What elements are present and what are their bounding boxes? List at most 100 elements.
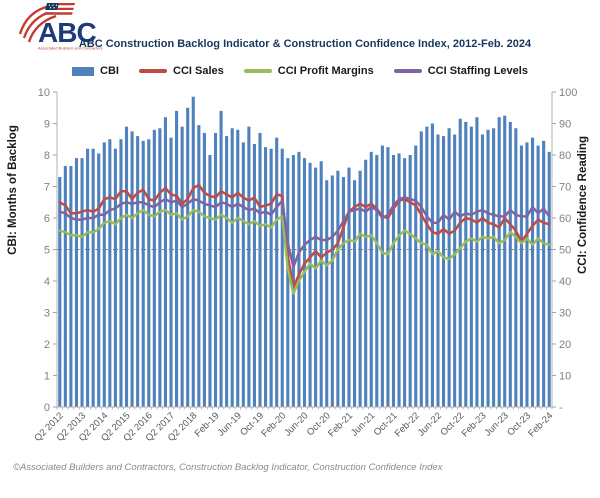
cbi-bar (258, 132, 262, 407)
legend-label: CCI Staffing Levels (427, 65, 528, 77)
cbi-bar (458, 118, 462, 408)
right-tick-label: 80 (559, 150, 571, 162)
left-tick-label: 4 (44, 276, 50, 288)
cbi-bar (536, 145, 540, 408)
cbi-bar (530, 137, 535, 408)
cbi-bar (69, 166, 73, 407)
cbi-bar (275, 137, 279, 408)
x-axis-label: Jun-22 (416, 410, 444, 438)
line-cci-staffing-levels (58, 196, 551, 269)
x-axis-label: Feb-24 (526, 410, 555, 439)
cbi-bar (492, 128, 496, 408)
cbi-bar (314, 167, 318, 407)
legend-item[interactable]: CCI Sales (139, 65, 224, 77)
right-tick-label: 90 (559, 118, 571, 130)
left-axis-title: CBI: Months of Backlog (7, 125, 19, 255)
cbi-bar (102, 142, 106, 407)
cbi-bar (508, 121, 512, 408)
logo-tagline: Associated Builders and Contractors (38, 46, 103, 51)
cbi-bar (319, 161, 323, 407)
cbi-bar (136, 136, 140, 407)
line-cci-sales (58, 183, 551, 289)
cbi-bar (486, 129, 490, 408)
legend: CBI CCI Sales CCI Profit Margins CCI Staffi… (0, 61, 600, 81)
cbi-bar (436, 134, 440, 407)
cbi-bar (208, 155, 212, 407)
cbi-bar (386, 147, 390, 408)
cbi-bar (353, 180, 357, 407)
x-axis-label: Jun-20 (282, 410, 310, 438)
cbi-bar (519, 145, 523, 408)
line-cci-profit-margins (58, 208, 551, 295)
right-tick-label: 60 (559, 213, 571, 225)
cbi-bar (358, 170, 362, 407)
legend-swatch-bar (72, 66, 95, 76)
cbi-bar (163, 117, 168, 407)
legend-item[interactable]: CCI Staffing Levels (393, 65, 528, 77)
cbi-bar (302, 158, 307, 407)
legend-label: CCI Profit Margins (277, 65, 374, 77)
cbi-bar (191, 96, 195, 407)
cbi-bar (336, 170, 340, 407)
cbi-bar (80, 158, 84, 407)
right-tick-label: 20 (559, 339, 571, 351)
legend-item[interactable]: CBI (72, 65, 119, 77)
cbi-bar (97, 153, 101, 407)
cbi-bar (341, 177, 345, 407)
cbi-bar (269, 148, 273, 407)
cbi-bar (447, 128, 451, 408)
cbi-bar (113, 148, 117, 407)
x-axis-label: Jun-23 (482, 410, 510, 438)
cbi-bar (58, 177, 62, 407)
left-tick-label: 5 (44, 244, 50, 256)
right-tick-label: 50 (559, 244, 571, 256)
cbi-bar (380, 145, 384, 408)
legend-swatch-line (243, 69, 272, 73)
cbi-bar (91, 148, 95, 407)
left-tick-label: 0 (44, 402, 50, 414)
cbi-bar (247, 126, 251, 408)
cbi-bar (225, 136, 229, 407)
cbi-bar (430, 123, 434, 407)
cbi-bar (147, 139, 151, 407)
legend-swatch-line (393, 69, 422, 73)
logo-text: ABC (38, 17, 96, 48)
cbi-bar (230, 128, 234, 408)
cbi-bar (414, 145, 418, 408)
left-tick-label: 2 (44, 339, 50, 351)
left-tick-label: 1 (44, 370, 50, 382)
cbi-bar (280, 148, 284, 407)
cbi-bar (391, 155, 396, 407)
cbi-bar (525, 142, 529, 407)
cbi-bar (425, 126, 429, 408)
cbi-bar (264, 147, 268, 408)
right-tick-label: 30 (559, 307, 571, 319)
left-tick-label: 9 (44, 118, 50, 130)
x-axis-label: Feb-19 (193, 410, 222, 439)
cbi-bar (63, 166, 67, 407)
chart-title: ABC Construction Backlog Indicator & Con… (78, 38, 532, 50)
cbi-bar (124, 126, 129, 408)
cbi-bar (252, 143, 256, 408)
cbi-bar (175, 110, 179, 408)
cbi-bar (158, 128, 162, 408)
copyright-text: ©Associated Builders and Contractors, Co… (13, 462, 443, 473)
cbi-bar (74, 158, 79, 407)
cbi-bar (547, 151, 551, 407)
x-axis-label: Feb-21 (326, 410, 355, 439)
legend-swatch-line (139, 69, 167, 73)
cbi-bar (330, 175, 334, 407)
right-axis-title: CCI: Confidence Reading (577, 136, 589, 274)
cbi-bar (441, 136, 446, 407)
cbi-bar (542, 140, 546, 407)
right-tick-label: - (559, 402, 563, 414)
x-axis-label: Jun-19 (216, 410, 244, 438)
cbi-bar (236, 129, 240, 408)
legend-item[interactable]: CCI Profit Margins (243, 65, 374, 77)
cbi-bar (241, 142, 245, 407)
left-tick-label: 10 (38, 87, 50, 99)
left-tick-label: 8 (44, 150, 50, 162)
